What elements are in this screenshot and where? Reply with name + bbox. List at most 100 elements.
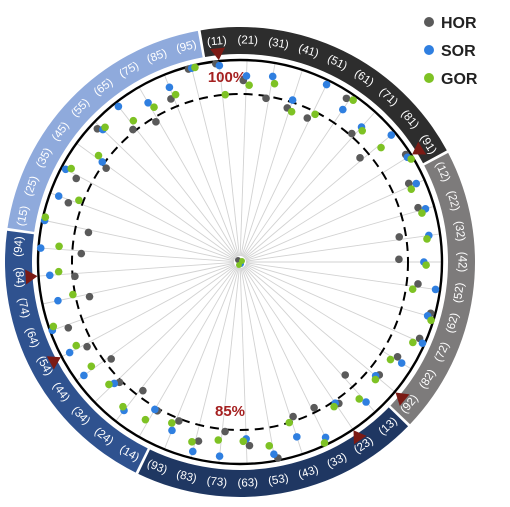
spoke-line (245, 262, 441, 291)
segment-label: (84) (12, 267, 25, 288)
highlight-marker (412, 141, 427, 155)
point-sor (36, 244, 45, 252)
point-gor (386, 355, 395, 364)
point-sor (339, 105, 347, 114)
point-hor (342, 94, 351, 103)
highlight-markers (25, 47, 427, 445)
point-sor (293, 433, 301, 441)
point-sor (397, 359, 406, 367)
point-sor (270, 450, 278, 459)
group-5-segment (7, 30, 203, 232)
group-ring: (11) (21) (31) (41)(51)(61)(71)(81)(91)(12)… (5, 27, 475, 497)
spoke-line (245, 233, 441, 262)
legend-label-gor: GOR (441, 71, 478, 88)
point-gor (94, 151, 103, 160)
group-1-segment (200, 27, 447, 164)
center-points (235, 257, 245, 268)
point-hor (393, 353, 402, 361)
point-hor (85, 292, 94, 301)
point-sor (268, 72, 277, 81)
highlight-marker (353, 430, 367, 445)
point-hor (395, 255, 403, 264)
spoke-line (244, 264, 412, 370)
spoke-line (61, 264, 235, 358)
segment-label: (83) (175, 469, 198, 486)
point-gor (41, 213, 50, 222)
spoke-line (242, 267, 329, 444)
spoke-line (245, 205, 435, 261)
point-gor (408, 285, 417, 294)
point-hor (71, 272, 79, 281)
segment-label: (52) (452, 282, 467, 304)
spoke-line (245, 263, 435, 319)
group-2-segment (390, 152, 475, 425)
point-sor (215, 452, 224, 460)
point-gor (105, 380, 113, 389)
point-gor (287, 107, 296, 116)
highlight-marker (25, 269, 38, 285)
spoke-line (138, 86, 238, 258)
point-hor (262, 94, 270, 103)
point-gor (171, 90, 180, 99)
spoke-line (38, 247, 235, 263)
point-sor (80, 371, 88, 380)
point-sor (322, 80, 331, 89)
legend-marker-hor (424, 17, 434, 27)
point-hor (289, 412, 297, 421)
point-sor (98, 158, 107, 166)
legend: HOR SOR GOR (424, 15, 478, 88)
legend-marker-sor (424, 45, 434, 55)
highlight-marker (395, 392, 410, 406)
spoke-line (242, 94, 354, 258)
point-sor (168, 426, 176, 435)
series-gor (41, 63, 435, 450)
outer-ring-100 (36, 58, 444, 466)
point-sor (188, 447, 197, 456)
point-hor (414, 203, 422, 212)
segment-label: (95) (175, 39, 198, 56)
point-gor (101, 123, 109, 132)
spoke-line (190, 65, 239, 257)
legend-label-hor: HOR (441, 15, 477, 32)
group-3-segment (138, 407, 409, 497)
point-hor (175, 417, 183, 425)
point-gor (239, 437, 248, 446)
point-gor (407, 155, 415, 163)
point-hor (341, 371, 350, 379)
point-gor (320, 439, 329, 447)
point-gor (311, 110, 319, 119)
point-hor (303, 114, 312, 122)
point-gor (330, 402, 338, 411)
point-sor (387, 131, 396, 139)
segment-label: (74) (15, 297, 31, 320)
legend-label-sor: SOR (441, 43, 476, 60)
point-gor (129, 116, 138, 125)
spoke-line (94, 121, 236, 259)
point-gor (75, 196, 83, 205)
segment-label: (73) (206, 475, 228, 489)
point-gor (423, 235, 431, 243)
segment-label: (94) (12, 236, 25, 257)
point-hor (221, 427, 229, 436)
segment-label: (22) (444, 189, 461, 212)
point-hor (129, 125, 137, 134)
spoke-line (245, 264, 425, 345)
point-sor (418, 339, 427, 348)
segment-label: (63) (237, 477, 258, 490)
point-gor (87, 362, 96, 371)
point-hor (152, 118, 160, 126)
spoke-line (242, 80, 329, 257)
point-gor (191, 63, 199, 72)
point-gor (188, 438, 196, 446)
point-hor (347, 129, 356, 138)
point-gor (72, 341, 81, 350)
point-gor (270, 79, 279, 88)
spoke-line (240, 267, 276, 462)
point-hor (404, 179, 413, 188)
point-sor (144, 98, 152, 107)
point-hor (107, 355, 115, 363)
inner-ring-85 (71, 93, 409, 431)
point-sor (114, 102, 123, 111)
spoke-line (243, 266, 376, 413)
point-gor (427, 316, 435, 325)
